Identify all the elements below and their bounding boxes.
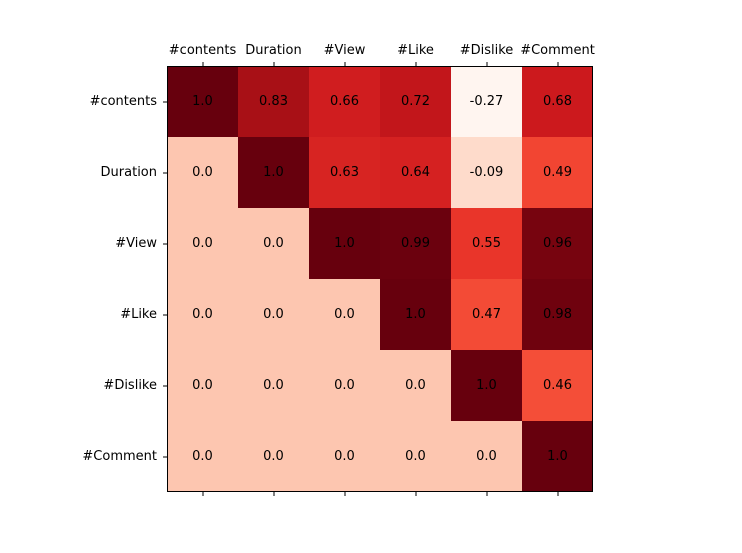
cell-value-label: 0.0 — [334, 307, 355, 322]
heatmap-cells — [167, 66, 593, 492]
heatmap-cell-r4-c1 — [238, 350, 309, 421]
heatmap-cell-r4-c5 — [522, 350, 593, 421]
cell-value-label: -0.09 — [470, 165, 504, 180]
cell-value-label: -0.27 — [470, 94, 504, 109]
heatmap-cell-r1-c5 — [522, 137, 593, 208]
cell-value-label: 0.0 — [405, 449, 426, 464]
cell-value-label: 0.0 — [405, 378, 426, 393]
column-tick-labels: #contents Duration #View #Like #Dislike #Comm… — [169, 43, 595, 58]
column-label: #Dislike — [460, 43, 514, 58]
heatmap-cell-r4-c3 — [380, 350, 451, 421]
row-label: #contents — [90, 94, 158, 109]
heatmap-cell-r3-c1 — [238, 279, 309, 350]
plot-frame — [167, 66, 593, 492]
column-label: #Comment — [520, 43, 595, 58]
heatmap-cell-r5-c3 — [380, 421, 451, 492]
cell-value-label: 0.0 — [334, 378, 355, 393]
row-label: Duration — [101, 165, 157, 180]
cell-value-label: 0.0 — [192, 449, 213, 464]
heatmap-cell-r2-c0 — [167, 208, 238, 279]
heatmap-cell-r0-c2 — [309, 66, 380, 137]
row-label: #View — [115, 236, 157, 251]
heatmap-cell-r3-c0 — [167, 279, 238, 350]
heatmap-cell-r0-c1 — [238, 66, 309, 137]
axis-ticks — [163, 62, 559, 496]
cell-value-label: 0.0 — [263, 307, 284, 322]
heatmap-cell-r3-c5 — [522, 279, 593, 350]
heatmap-cell-r5-c5 — [522, 421, 593, 492]
column-label: Duration — [245, 43, 301, 58]
row-label: #Like — [120, 307, 157, 322]
row-tick-labels: #contents Duration #View #Like #Dislike #Comm… — [82, 94, 157, 464]
heatmap-cell-r2-c3 — [380, 208, 451, 279]
cell-value-label: 0.98 — [543, 307, 572, 322]
heatmap-cell-r3-c3 — [380, 279, 451, 350]
cell-value-label: 0.0 — [476, 449, 497, 464]
heatmap-cell-r2-c1 — [238, 208, 309, 279]
heatmap-cell-r2-c2 — [309, 208, 380, 279]
cell-value-label: 1.0 — [405, 307, 426, 322]
cell-value-label: 1.0 — [334, 236, 355, 251]
heatmap-cell-r4-c2 — [309, 350, 380, 421]
heatmap-cell-r0-c0 — [167, 66, 238, 137]
heatmap-cell-r0-c5 — [522, 66, 593, 137]
heatmap-cell-r5-c4 — [451, 421, 522, 492]
heatmap-cell-r1-c3 — [380, 137, 451, 208]
row-label: #Dislike — [103, 378, 157, 393]
heatmap-cell-r3-c4 — [451, 279, 522, 350]
cell-value-label: 0.96 — [543, 236, 572, 251]
heatmap-cell-r4-c4 — [451, 350, 522, 421]
cell-value-label: 0.55 — [472, 236, 501, 251]
cell-value-label: 0.0 — [263, 449, 284, 464]
heatmap-cell-r3-c2 — [309, 279, 380, 350]
cell-value-label: 0.68 — [543, 94, 572, 109]
heatmap-cell-r2-c5 — [522, 208, 593, 279]
cell-value-label: 0.0 — [192, 307, 213, 322]
cell-value-label: 1.0 — [476, 378, 497, 393]
cell-value-label: 0.83 — [259, 94, 288, 109]
heatmap-cell-r5-c2 — [309, 421, 380, 492]
cell-value-label: 0.47 — [472, 307, 501, 322]
cell-value-label: 0.0 — [192, 236, 213, 251]
heatmap-cell-r0-c3 — [380, 66, 451, 137]
column-label: #contents — [169, 43, 237, 58]
row-label: #Comment — [82, 449, 157, 464]
cell-value-label: 0.72 — [401, 94, 430, 109]
cell-value-label: 0.0 — [263, 236, 284, 251]
cell-value-label: 0.46 — [543, 378, 572, 393]
heatmap-cell-r4-c0 — [167, 350, 238, 421]
cell-value-label: 0.0 — [192, 378, 213, 393]
heatmap-cell-r1-c1 — [238, 137, 309, 208]
cell-value-label: 0.0 — [334, 449, 355, 464]
cell-value-label: 1.0 — [192, 94, 213, 109]
cell-value-label: 0.0 — [263, 378, 284, 393]
cell-value-label: 0.64 — [401, 165, 430, 180]
cell-value-label: 0.66 — [330, 94, 359, 109]
cell-value-label: 1.0 — [547, 449, 568, 464]
heatmap-cell-r5-c1 — [238, 421, 309, 492]
cell-value-label: 0.63 — [330, 165, 359, 180]
heatmap-cell-r2-c4 — [451, 208, 522, 279]
heatmap-cell-labels: 1.0 0.83 0.66 0.72 -0.27 0.68 0.0 1.0 0.63 0.64 -0… — [192, 94, 572, 464]
cell-value-label: 0.49 — [543, 165, 572, 180]
cell-value-label: 1.0 — [263, 165, 284, 180]
heatmap-cell-r0-c4 — [451, 66, 522, 137]
column-label: #Like — [397, 43, 434, 58]
heatmap-cell-r1-c0 — [167, 137, 238, 208]
column-label: #View — [324, 43, 366, 58]
heatmap-cell-r5-c0 — [167, 421, 238, 492]
heatmap-cell-r1-c4 — [451, 137, 522, 208]
cell-value-label: 0.0 — [192, 165, 213, 180]
heatmap-cell-r1-c2 — [309, 137, 380, 208]
cell-value-label: 0.99 — [401, 236, 430, 251]
